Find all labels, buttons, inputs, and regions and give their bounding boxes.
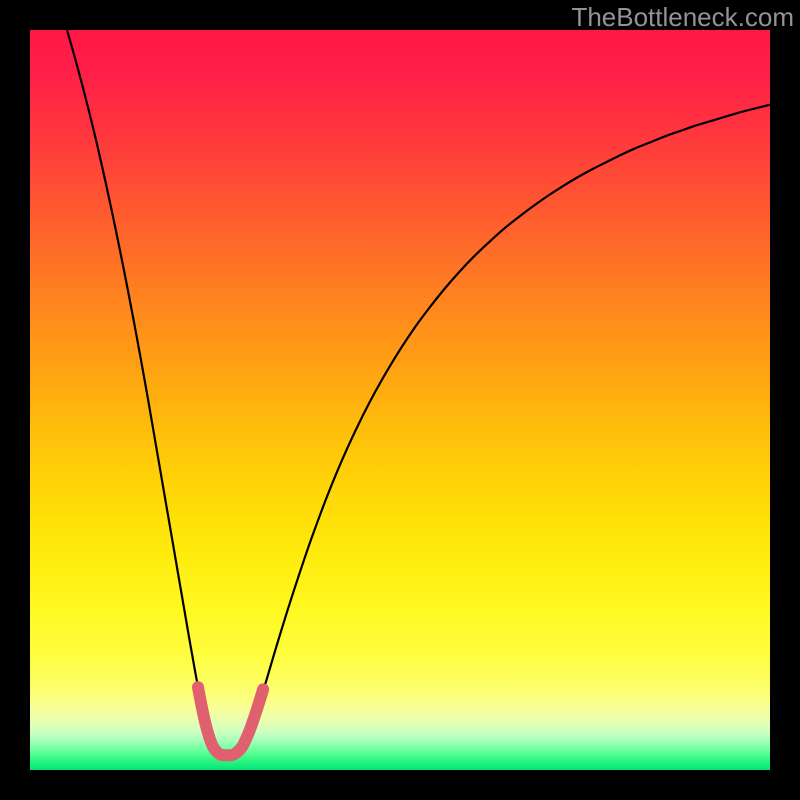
gradient-background <box>30 30 770 770</box>
plot-area <box>30 30 770 770</box>
watermark-text: TheBottleneck.com <box>571 2 794 33</box>
plot-svg <box>30 30 770 770</box>
